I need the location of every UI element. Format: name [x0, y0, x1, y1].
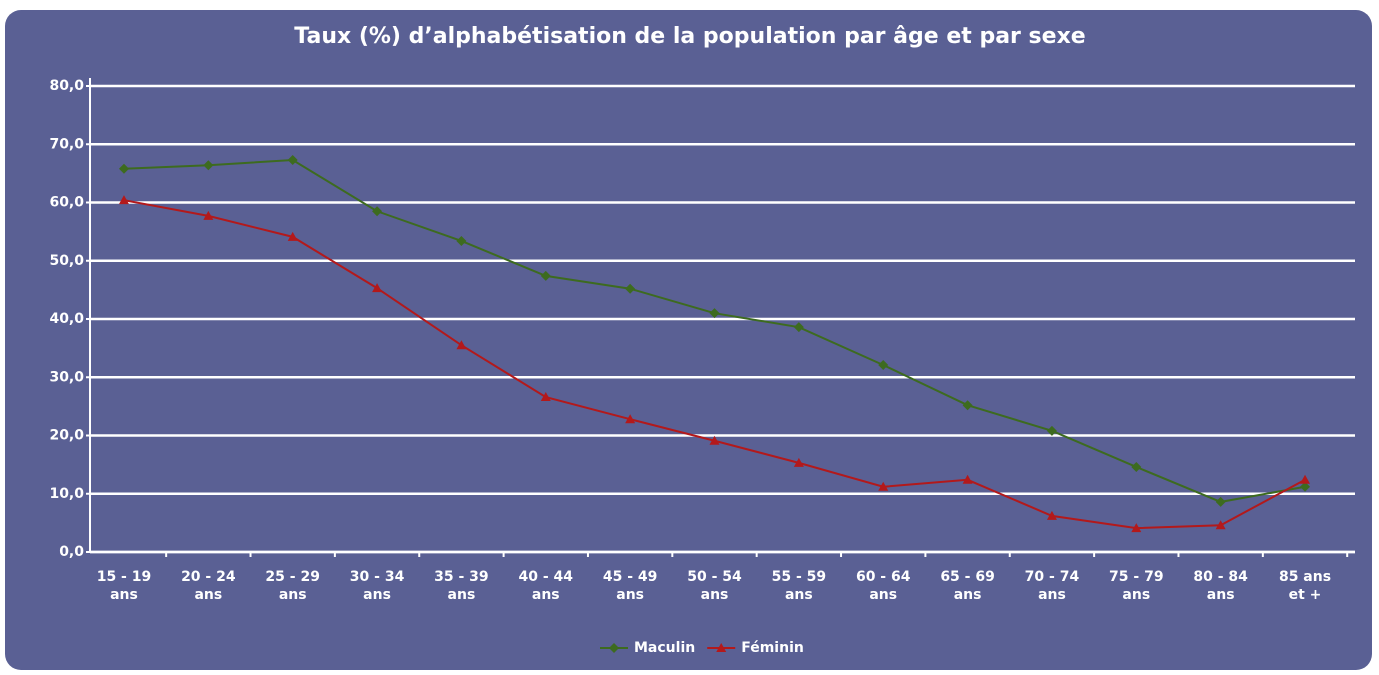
x-tick-label: 35 - 39 ans: [434, 569, 489, 603]
point: [1046, 510, 1057, 520]
point: [540, 270, 551, 281]
y-tick-label: 80,0: [49, 78, 84, 94]
x-tick-label: 55 - 59 ans: [771, 569, 827, 603]
x-tick-label: 85 ans et +: [1278, 569, 1332, 603]
y-tick-label: 60,0: [49, 195, 84, 211]
point: [1215, 496, 1226, 507]
y-tick-label: 0,0: [59, 544, 84, 560]
point: [709, 308, 720, 319]
y-tick-label: 70,0: [49, 136, 84, 152]
x-tick-label: 40 - 44 ans: [518, 569, 574, 603]
point: [1300, 481, 1311, 492]
point: [203, 210, 214, 220]
panel: [5, 10, 1372, 670]
y-tick-label: 20,0: [49, 428, 84, 444]
legend-label: Maculin: [634, 640, 695, 656]
x-tick-label: 80 - 84 ans: [1193, 569, 1248, 603]
point: [625, 283, 636, 294]
x-tick-label: 25 - 29 ans: [265, 569, 320, 603]
point: [1131, 461, 1142, 472]
point: [203, 160, 214, 171]
point: [372, 283, 383, 293]
chart-title: Taux (%) d’alphabétisation de la populat…: [294, 24, 1085, 49]
x-tick-label: 65 - 69 ans: [940, 569, 995, 603]
x-tick-label: 20 - 24 ans: [181, 569, 236, 603]
x-tick-label: 45 - 49 ans: [602, 569, 658, 603]
y-tick-label: 40,0: [49, 311, 84, 327]
point: [456, 235, 467, 246]
point: [962, 474, 973, 484]
point: [962, 400, 973, 411]
legend-label: Féminin: [741, 640, 804, 656]
point: [1300, 474, 1311, 484]
point: [287, 154, 298, 165]
point: [1046, 425, 1057, 436]
point: [1215, 520, 1226, 530]
point: [793, 322, 804, 333]
point: [878, 360, 889, 371]
point: [540, 392, 551, 402]
point: [716, 643, 727, 652]
x-tick-label: 30 - 34 ans: [349, 569, 405, 603]
x-tick-label: 75 - 79 ans: [1109, 569, 1164, 603]
point: [609, 643, 619, 653]
point: [878, 481, 889, 491]
point: [118, 195, 129, 205]
x-tick-label: 60 - 64 ans: [855, 569, 911, 603]
y-tick-label: 50,0: [49, 253, 84, 269]
point: [709, 435, 720, 445]
x-tick-label: 50 - 54 ans: [687, 569, 742, 603]
x-tick-label: 15 - 19 ans: [96, 569, 152, 603]
y-tick-label: 10,0: [49, 486, 84, 502]
point: [118, 163, 129, 174]
y-tick-label: 30,0: [49, 369, 84, 385]
x-tick-label: 70 - 74 ans: [1024, 569, 1080, 603]
point: [625, 414, 636, 424]
point: [456, 340, 467, 350]
point: [793, 457, 804, 467]
point: [1131, 523, 1142, 533]
point: [287, 231, 298, 241]
point: [372, 206, 383, 217]
